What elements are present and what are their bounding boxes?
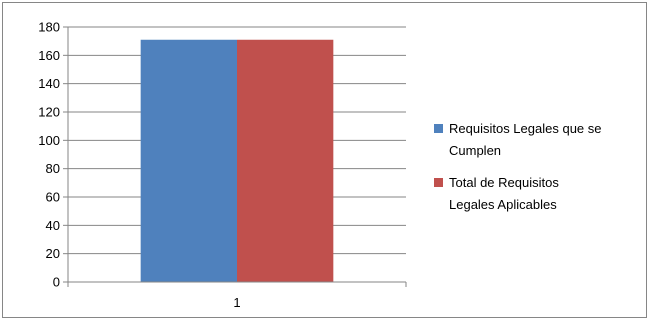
legend-swatch-series-2: [434, 178, 443, 187]
axes: [63, 26, 407, 287]
y-tick-label-160: 160: [38, 48, 60, 63]
legend: Requisitos Legales que se Cumplen Total …: [434, 121, 605, 212]
y-tick-label-100: 100: [38, 133, 60, 148]
legend-label-series-1: Requisitos Legales que se Cumplen: [449, 121, 605, 158]
legend-label-series-2-line-2: Legales Aplicables: [449, 197, 557, 212]
y-tick-label-0: 0: [53, 275, 60, 290]
legend-swatch-series-1: [434, 124, 443, 133]
y-tick-label-60: 60: [46, 190, 60, 205]
x-tick-label-1: 1: [233, 295, 240, 310]
y-tick-label-140: 140: [38, 76, 60, 91]
legend-label-series-2-line-1: Total de Requisitos: [449, 175, 559, 190]
y-tick-labels: 0 20 40 60 80 100 120 140 160 180: [38, 20, 60, 290]
bar-series-2-category-1: [237, 39, 334, 282]
y-tick-label-20: 20: [46, 246, 60, 261]
y-tick-label-180: 180: [38, 20, 60, 35]
y-tick-label-40: 40: [46, 218, 60, 233]
y-tick-label-120: 120: [38, 105, 60, 120]
bar-series-1-category-1: [140, 39, 237, 282]
legend-label-series-2: Total de Requisitos Legales Aplicables: [449, 175, 562, 212]
x-tick-labels: 1: [233, 295, 240, 310]
legend-label-series-1-line-1: Requisitos Legales que se: [449, 121, 602, 136]
legend-label-series-1-line-2: Cumplen: [449, 143, 501, 158]
bars: [140, 39, 334, 282]
y-tick-label-80: 80: [46, 161, 60, 176]
